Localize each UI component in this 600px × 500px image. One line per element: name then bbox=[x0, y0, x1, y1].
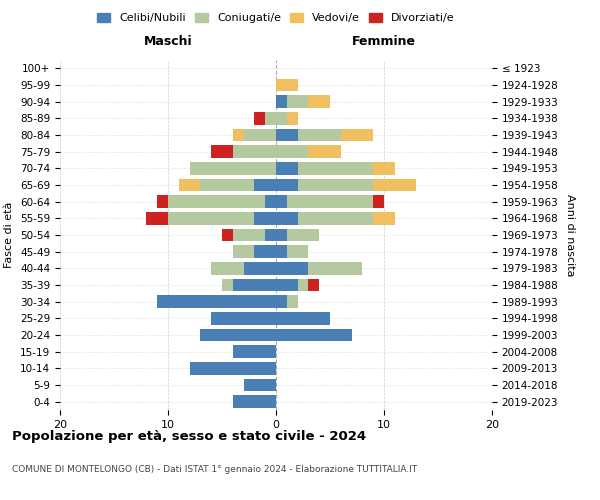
Bar bbox=[265, 229, 276, 241]
Bar bbox=[265, 112, 276, 124]
Bar bbox=[222, 229, 233, 241]
Bar bbox=[276, 262, 308, 274]
Bar bbox=[254, 112, 265, 124]
Bar bbox=[254, 212, 276, 224]
Bar bbox=[276, 329, 352, 341]
Bar bbox=[276, 296, 287, 308]
Text: COMUNE DI MONTELONGO (CB) - Dati ISTAT 1° gennaio 2024 - Elaborazione TUTTITALIA: COMUNE DI MONTELONGO (CB) - Dati ISTAT 1… bbox=[12, 465, 417, 474]
Bar bbox=[276, 79, 298, 92]
Bar bbox=[287, 229, 319, 241]
Bar bbox=[287, 196, 373, 208]
Bar bbox=[276, 212, 298, 224]
Bar bbox=[233, 229, 265, 241]
Bar bbox=[276, 196, 287, 208]
Bar bbox=[276, 312, 330, 324]
Bar bbox=[276, 246, 287, 258]
Bar bbox=[373, 212, 395, 224]
Bar bbox=[190, 162, 276, 174]
Bar bbox=[276, 96, 287, 108]
Bar bbox=[373, 196, 384, 208]
Bar bbox=[373, 179, 416, 192]
Bar bbox=[308, 262, 362, 274]
Text: Popolazione per età, sesso e stato civile - 2024: Popolazione per età, sesso e stato civil… bbox=[12, 430, 366, 443]
Bar bbox=[244, 379, 276, 391]
Bar bbox=[287, 96, 308, 108]
Bar bbox=[190, 362, 276, 374]
Bar bbox=[244, 262, 276, 274]
Bar bbox=[298, 279, 308, 291]
Bar bbox=[308, 146, 341, 158]
Bar bbox=[233, 246, 254, 258]
Bar bbox=[298, 212, 373, 224]
Bar bbox=[341, 129, 373, 141]
Bar bbox=[276, 112, 287, 124]
Bar bbox=[233, 396, 276, 408]
Y-axis label: Anni di nascita: Anni di nascita bbox=[565, 194, 575, 276]
Bar bbox=[146, 212, 168, 224]
Bar bbox=[179, 179, 200, 192]
Bar bbox=[168, 196, 265, 208]
Text: Maschi: Maschi bbox=[143, 36, 193, 49]
Legend: Celibi/Nubili, Coniugati/e, Vedovi/e, Divorziati/e: Celibi/Nubili, Coniugati/e, Vedovi/e, Di… bbox=[93, 8, 459, 28]
Bar bbox=[265, 196, 276, 208]
Text: Femmine: Femmine bbox=[352, 36, 416, 49]
Bar bbox=[200, 329, 276, 341]
Bar bbox=[211, 146, 233, 158]
Bar bbox=[233, 279, 276, 291]
Y-axis label: Fasce di età: Fasce di età bbox=[4, 202, 14, 268]
Bar bbox=[276, 279, 298, 291]
Bar bbox=[298, 179, 373, 192]
Bar bbox=[254, 179, 276, 192]
Bar bbox=[233, 146, 276, 158]
Bar bbox=[276, 146, 308, 158]
Bar bbox=[287, 246, 308, 258]
Bar bbox=[373, 162, 395, 174]
Bar bbox=[276, 162, 298, 174]
Bar bbox=[298, 129, 341, 141]
Bar bbox=[254, 246, 276, 258]
Bar bbox=[157, 296, 276, 308]
Bar bbox=[200, 179, 254, 192]
Bar bbox=[308, 96, 330, 108]
Bar bbox=[211, 312, 276, 324]
Bar bbox=[276, 229, 287, 241]
Bar bbox=[233, 346, 276, 358]
Bar bbox=[157, 196, 168, 208]
Bar bbox=[276, 129, 298, 141]
Bar bbox=[308, 279, 319, 291]
Bar bbox=[211, 262, 244, 274]
Bar bbox=[298, 162, 373, 174]
Bar bbox=[276, 179, 298, 192]
Bar bbox=[222, 279, 233, 291]
Bar bbox=[168, 212, 254, 224]
Bar bbox=[287, 296, 298, 308]
Bar bbox=[233, 129, 244, 141]
Bar bbox=[244, 129, 276, 141]
Bar bbox=[287, 112, 298, 124]
